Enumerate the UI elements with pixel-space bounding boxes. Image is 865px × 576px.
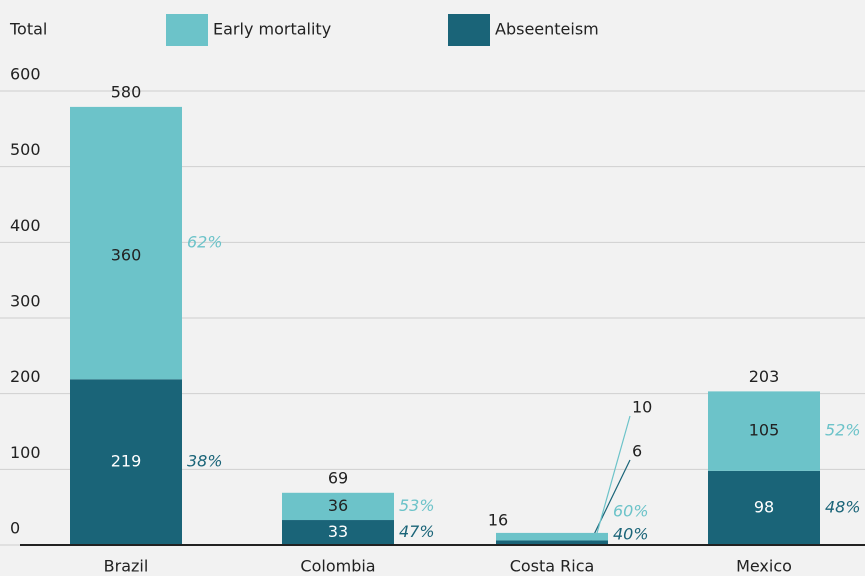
share-label: 53%: [399, 496, 435, 515]
x-tick-label: Mexico: [736, 557, 792, 576]
leader-line: [589, 459, 631, 543]
x-tick-label: Brazil: [104, 557, 149, 576]
legend-label: Early mortality: [213, 20, 331, 39]
total-label: 580: [111, 82, 142, 101]
bar-segment: [70, 379, 182, 545]
share-label: 38%: [187, 452, 223, 471]
bar-segment: [282, 520, 394, 545]
bar-segment: [708, 391, 820, 471]
value-label: 36: [328, 496, 348, 515]
value-label: 105: [749, 421, 780, 440]
value-label: 360: [111, 246, 142, 265]
share-label: 60%: [613, 502, 649, 521]
y-axis-label: Total: [9, 20, 47, 39]
bar-segment: [708, 470, 820, 545]
y-tick-label: 200: [10, 367, 41, 386]
value-label: 6: [632, 442, 642, 461]
legend-swatch: [166, 14, 208, 46]
leader-line: [595, 415, 631, 537]
share-label: 48%: [825, 497, 861, 516]
value-label: 10: [632, 398, 652, 417]
value-label: 219: [111, 452, 142, 471]
y-tick-label: 0: [10, 519, 20, 538]
bar-segment: [70, 106, 182, 380]
share-label: 40%: [613, 525, 649, 544]
x-tick-label: Costa Rica: [510, 557, 595, 576]
value-label: 98: [754, 497, 774, 516]
y-tick-label: 300: [10, 292, 41, 311]
value-label: 33: [328, 522, 348, 541]
share-label: 47%: [399, 522, 435, 541]
bar-segment: [496, 540, 608, 545]
y-tick-label: 600: [10, 65, 41, 84]
y-tick-label: 500: [10, 140, 41, 159]
y-tick-label: 100: [10, 443, 41, 462]
bar-segment: [496, 532, 608, 541]
y-tick-label: 400: [10, 216, 41, 235]
share-label: 62%: [187, 233, 223, 252]
share-label: 52%: [825, 421, 861, 440]
legend-label: Abseenteism: [495, 20, 599, 39]
total-label: 69: [328, 468, 348, 487]
total-label: 203: [749, 367, 780, 386]
x-tick-label: Colombia: [300, 557, 375, 576]
legend-swatch: [448, 14, 490, 46]
total-label: 16: [488, 510, 508, 529]
bar-segment: [282, 492, 394, 521]
